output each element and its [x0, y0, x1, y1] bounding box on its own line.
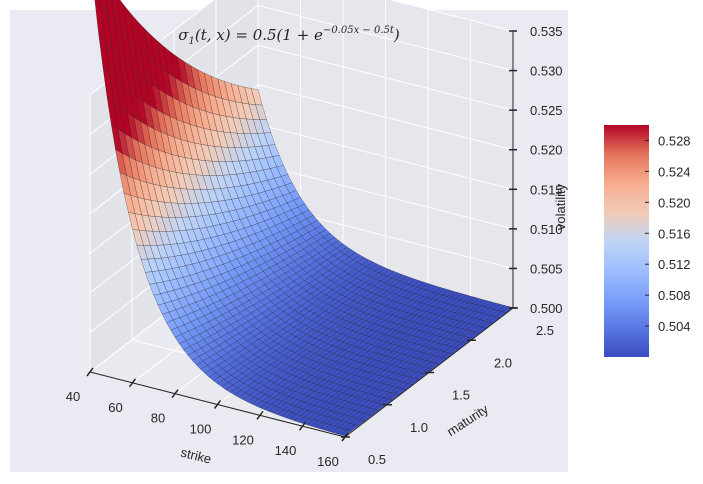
- x-tick: [213, 400, 222, 409]
- title-args: (t, x) = 0.5(1 + e: [195, 26, 323, 44]
- z-tick-label: 0.520: [530, 143, 563, 158]
- z-tick-label: 0.535: [530, 24, 563, 39]
- axes: 40 60 80 100 120 140 160 0.5 1.0 1.5 2.0 2.5 0.500 0.…: [66, 24, 563, 469]
- z-axis-label: volatility: [553, 183, 568, 230]
- x-tick: [86, 367, 94, 377]
- y-tick-label: 2.5: [536, 323, 554, 338]
- back-grid-line: [389, 0, 514, 32]
- y-tick-label: 0.5: [368, 452, 386, 467]
- colorbar-tick-label: 0.524: [658, 164, 691, 179]
- x-tick: [256, 410, 264, 420]
- surface-plot: [94, 0, 514, 437]
- z-tick-label: 0.510: [530, 222, 563, 237]
- colorbar-tick-label: 0.508: [658, 288, 691, 303]
- x-tick-label: 160: [317, 454, 339, 469]
- colorbar-tick-label: 0.528: [658, 133, 691, 148]
- z-tick-label: 0.505: [530, 261, 563, 276]
- title-sub: 1: [188, 36, 194, 47]
- x-tick-label: 60: [108, 400, 122, 415]
- x-tick-label: 100: [190, 422, 212, 437]
- x-tick-label: 140: [275, 443, 297, 458]
- colorbar-tick-label: 0.520: [658, 195, 691, 210]
- z-tick-label: 0.525: [530, 103, 563, 118]
- colorbar-ticks: 0.504 0.508 0.512 0.516 0.520 0.524 0.528: [645, 133, 691, 334]
- y-tick-label: 2.0: [494, 355, 512, 370]
- colorbar-tick-label: 0.516: [658, 226, 691, 241]
- back-grid-line: [257, 5, 514, 72]
- x-tick: [171, 389, 179, 399]
- colorbar: [604, 125, 649, 357]
- x-tick-label: 40: [66, 389, 80, 404]
- y-tick-label: 1.5: [452, 388, 470, 403]
- x-tick-label: 120: [232, 432, 254, 447]
- back-grid-line: [257, 44, 514, 111]
- z-tick-label: 0.530: [530, 64, 563, 79]
- colorbar-tick-label: 0.512: [658, 257, 691, 272]
- back-grid-line: [257, 84, 514, 151]
- chart-title: σ1(t, x) = 0.5(1 + e−0.05x − 0.5t): [178, 25, 400, 47]
- back-grid-line: [257, 163, 514, 230]
- z-tick-label: 0.500: [530, 301, 563, 316]
- x-tick: [128, 378, 137, 388]
- z-tick-label: 0.515: [530, 182, 563, 197]
- y-tick-label: 1.0: [410, 420, 428, 435]
- title-exponent: −0.05x − 0.5t: [323, 25, 395, 36]
- x-tick: [298, 421, 307, 431]
- back-grid-line: [257, 123, 514, 190]
- surface-cell: [340, 429, 353, 437]
- x-tick-label: 80: [151, 411, 165, 426]
- colorbar-tick-label: 0.504: [658, 319, 691, 334]
- title-lhs: σ: [178, 26, 189, 44]
- title-close: ): [393, 26, 400, 44]
- x-axis-label: strike: [179, 445, 213, 467]
